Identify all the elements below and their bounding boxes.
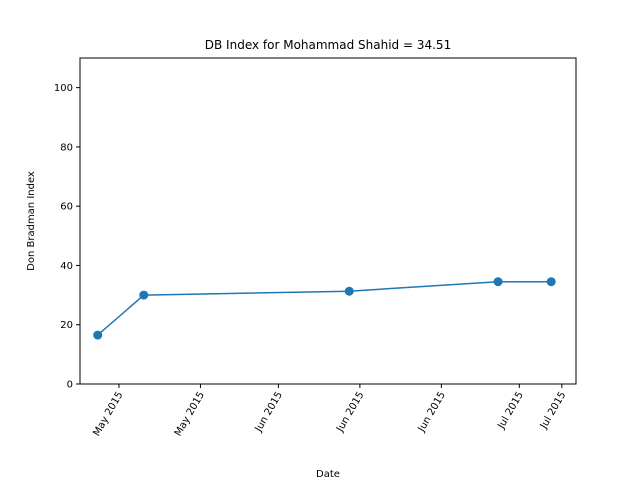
data-point — [93, 330, 103, 340]
data-point — [546, 277, 556, 287]
data-point — [344, 286, 354, 296]
axes-frame — [79, 57, 577, 385]
y-tick-label: 20 — [60, 320, 73, 331]
y-tick-label: 60 — [60, 202, 73, 213]
y-tick-label: 100 — [54, 83, 73, 94]
y-tick-label: 0 — [67, 380, 73, 391]
y-tick-label: 80 — [60, 142, 73, 153]
data-point — [493, 277, 503, 287]
y-tick-label: 40 — [60, 261, 73, 272]
data-point — [139, 290, 149, 300]
chart-title: DB Index for Mohammad Shahid = 34.51 — [205, 38, 451, 52]
y-axis-title: Don Bradman Index — [26, 171, 37, 271]
x-axis-title: Date — [316, 469, 340, 480]
